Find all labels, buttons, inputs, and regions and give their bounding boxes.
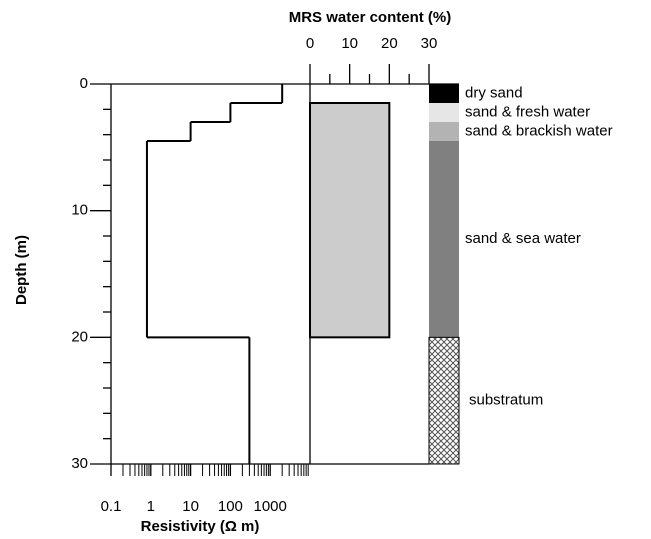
water-content-layer	[309, 102, 391, 339]
x-tick-label: 1	[147, 498, 155, 515]
y-tick-label: 30	[71, 455, 88, 472]
resistivity-axis-title: Resistivity (Ω m)	[141, 518, 260, 535]
lithology-label: sand & fresh water	[465, 103, 590, 120]
lithology-layer	[429, 122, 459, 141]
x-tick-label: 100	[218, 498, 243, 515]
water-axis-title: MRS water content (%)	[289, 9, 452, 26]
x-tick-label: 0	[306, 35, 314, 52]
lithology-label: dry sand	[465, 84, 523, 101]
y-tick-label: 20	[71, 328, 88, 345]
depth-axis-title: Depth (m)	[13, 235, 30, 305]
lithology-layer	[429, 84, 459, 103]
x-tick-label: 30	[421, 35, 438, 52]
lithology-label: sand & brackish water	[465, 122, 613, 139]
x-tick-label: 20	[381, 35, 398, 52]
y-tick-label: 10	[71, 202, 88, 219]
lithology-label: substratum	[469, 392, 543, 409]
y-tick-label: 0	[80, 75, 88, 92]
x-tick-label: 10	[341, 35, 358, 52]
x-tick-label: 0.1	[101, 498, 122, 515]
lithology-label: sand & sea water	[465, 230, 581, 247]
lithology-layer	[429, 103, 459, 122]
lithology-layer	[428, 336, 460, 465]
lithology-layer	[429, 141, 459, 338]
x-tick-label: 10	[182, 498, 199, 515]
x-tick-label: 1000	[254, 498, 287, 515]
